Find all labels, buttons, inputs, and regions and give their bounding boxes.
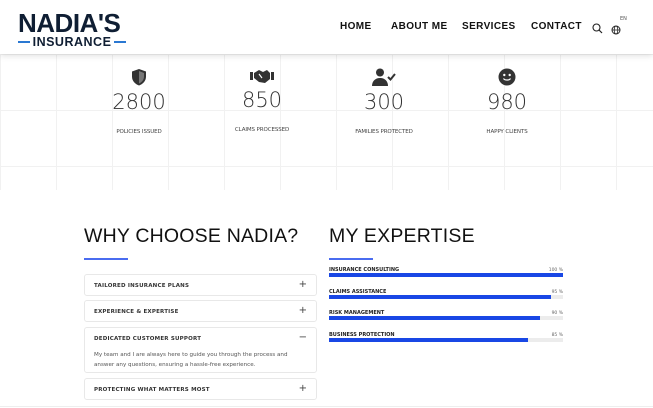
skill-percent: 85 % (551, 333, 563, 338)
divider (0, 406, 653, 407)
skill-name: BUSINESS PROTECTION (329, 332, 395, 338)
skill-percent: 90 % (551, 311, 563, 316)
plus-icon[interactable]: + (298, 279, 307, 290)
globe-icon[interactable] (611, 20, 621, 39)
skill-track (329, 295, 563, 299)
handshake-icon (250, 70, 274, 83)
skill-percent: 95 % (551, 290, 563, 295)
accordion-item-expanded[interactable]: DEDICATED CUSTOMER SUPPORT − My team and … (84, 327, 317, 373)
skill-fill (329, 338, 528, 342)
stats-section: 2800 POLICIES ISSUED 850 CLAIMS PROCESSE… (0, 54, 653, 190)
skill-name: CLAIMS ASSISTANCE (329, 289, 387, 295)
search-icon[interactable] (592, 19, 603, 38)
stat-policies: 2800 POLICIES ISSUED (79, 68, 199, 135)
smiley-icon (498, 68, 516, 86)
why-choose-title: WHY CHOOSE NADIA? (84, 225, 299, 247)
skill-fill (329, 316, 540, 320)
shield-icon (132, 69, 146, 86)
accordion-item[interactable]: PROTECTING WHAT MATTERS MOST + (84, 378, 317, 400)
logo[interactable]: NADIA'S INSURANCE (18, 10, 126, 49)
minus-icon[interactable]: − (298, 332, 307, 343)
skill-fill (329, 295, 552, 299)
skill-track (329, 316, 563, 320)
site-header: NADIA'S INSURANCE HOME ABOUT ME SERVICES… (0, 0, 653, 54)
accordion-item[interactable]: TAILORED INSURANCE PLANS + (84, 274, 317, 296)
skill-track (329, 338, 563, 342)
plus-icon[interactable]: + (298, 305, 307, 316)
skill-percent: 100 % (548, 268, 563, 273)
skill-name: RISK MANAGEMENT (329, 310, 385, 316)
nav-services[interactable]: SERVICES (462, 21, 516, 32)
nav-home[interactable]: HOME (340, 21, 372, 32)
plus-icon[interactable]: + (298, 383, 307, 394)
nav-about-me[interactable]: ABOUT ME (391, 21, 448, 32)
stat-happy-clients: 980 HAPPY CLIENTS (447, 68, 567, 135)
skill-fill (329, 273, 563, 277)
title-underline (329, 258, 373, 260)
language-label[interactable]: EN (620, 16, 627, 22)
stat-families: 300 FAMILIES PROTECTED (324, 68, 444, 135)
accordion-item[interactable]: EXPERIENCE & EXPERTISE + (84, 300, 317, 322)
skill-name: INSURANCE CONSULTING (329, 267, 400, 273)
user-check-icon (372, 68, 396, 86)
title-underline (84, 258, 128, 260)
expertise-title: MY EXPERTISE (329, 225, 475, 247)
skill-track (329, 273, 563, 277)
stat-claims: 850 CLAIMS PROCESSED (202, 68, 322, 133)
nav-contact[interactable]: CONTACT (531, 21, 582, 32)
